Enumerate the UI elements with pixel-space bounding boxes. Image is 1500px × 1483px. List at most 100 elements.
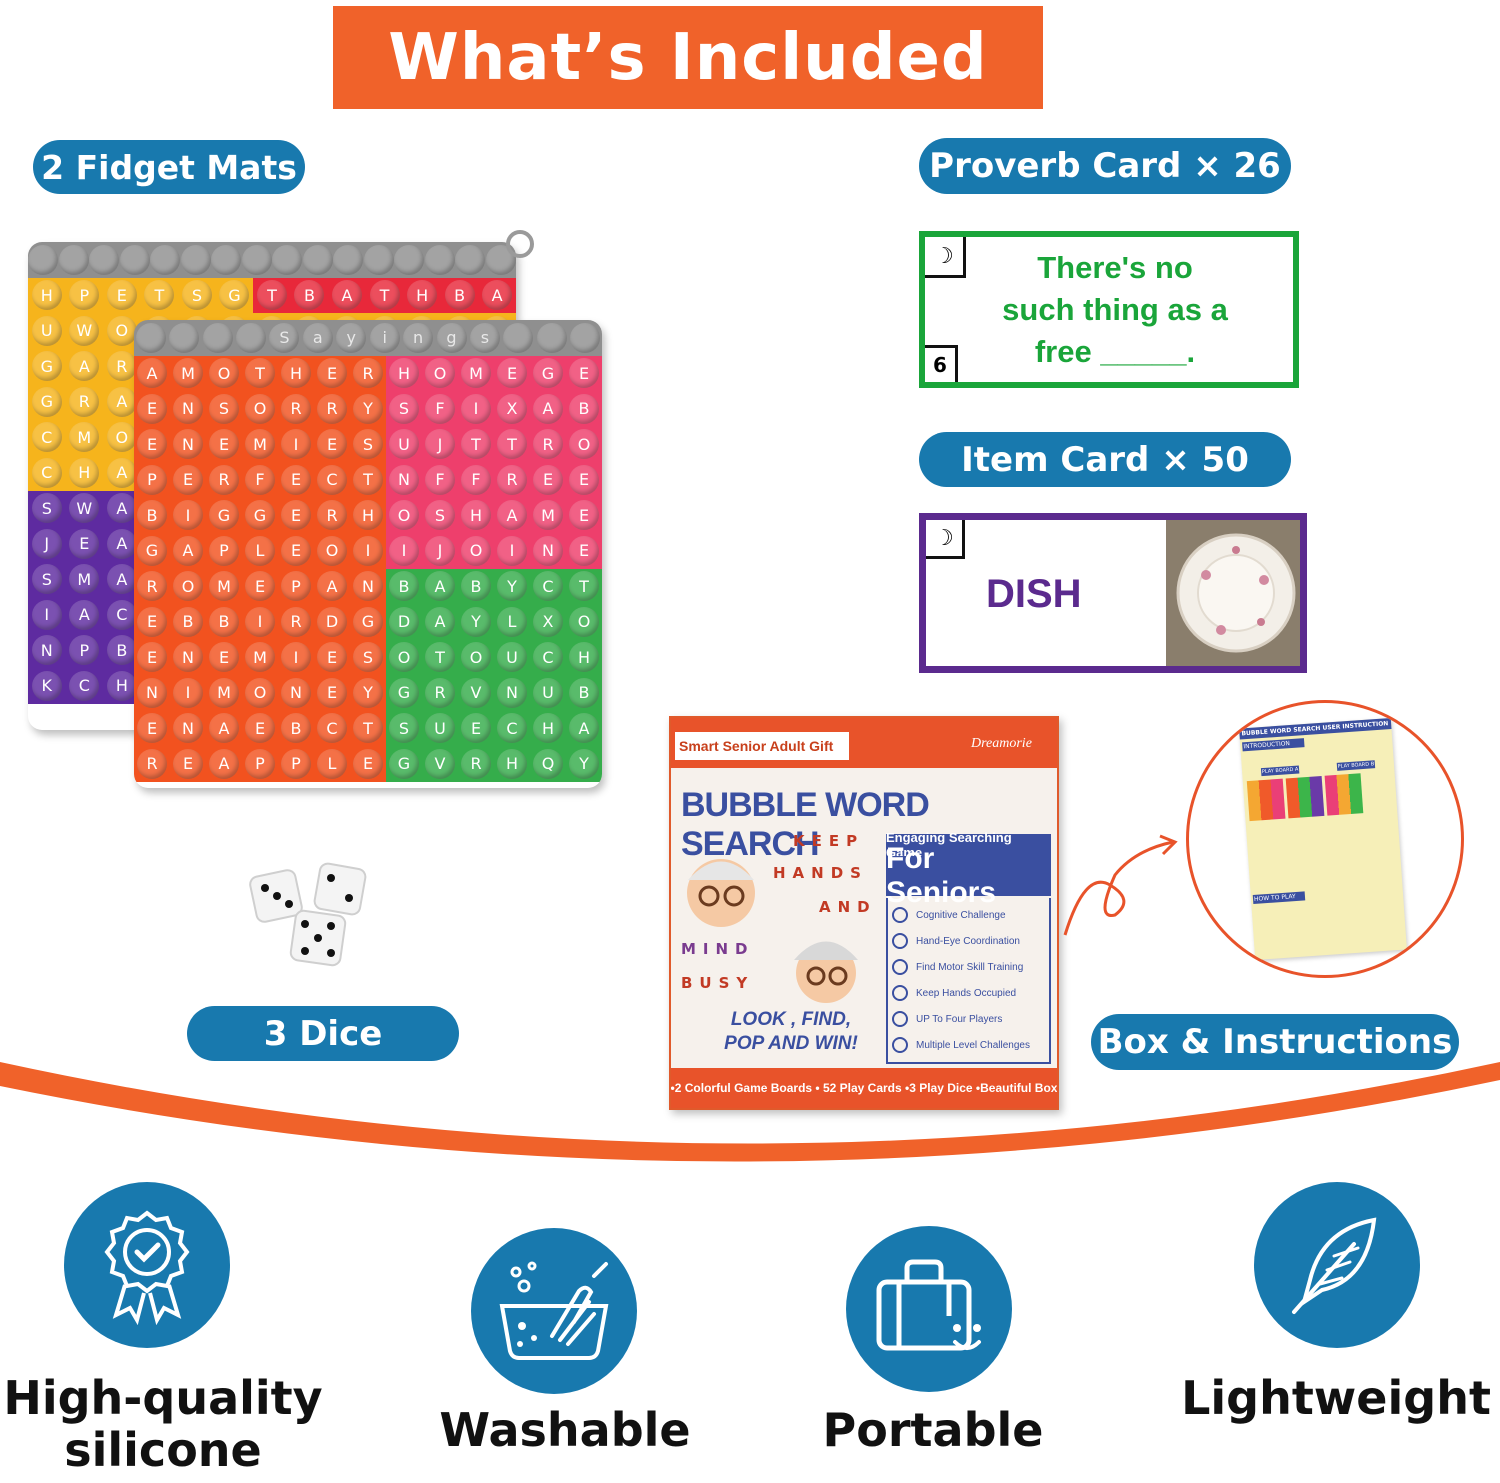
- bubble[interactable]: U: [28, 313, 66, 349]
- bubble[interactable]: g: [435, 320, 468, 356]
- bubble[interactable]: H: [28, 277, 66, 313]
- bubble[interactable]: J: [422, 426, 458, 462]
- bubble[interactable]: B: [290, 277, 329, 313]
- bubble[interactable]: N: [530, 533, 566, 569]
- bubble[interactable]: Y: [350, 391, 386, 427]
- bubble[interactable]: F: [422, 391, 458, 427]
- bubble[interactable]: O: [242, 391, 278, 427]
- bubble[interactable]: E: [494, 355, 530, 391]
- bubble[interactable]: E: [134, 639, 170, 675]
- bubble[interactable]: E: [314, 639, 350, 675]
- bubble[interactable]: I: [170, 675, 206, 711]
- bubble[interactable]: O: [566, 426, 602, 462]
- bubble[interactable]: Y: [350, 675, 386, 711]
- bubble[interactable]: E: [350, 746, 386, 782]
- bubble[interactable]: M: [206, 675, 242, 711]
- bubble[interactable]: C: [530, 568, 566, 604]
- bubble[interactable]: B: [170, 604, 206, 640]
- bubble[interactable]: A: [422, 604, 458, 640]
- bubble[interactable]: C: [28, 455, 66, 491]
- bubble[interactable]: E: [65, 526, 104, 562]
- bubble[interactable]: O: [566, 604, 602, 640]
- bubble[interactable]: [28, 242, 59, 278]
- bubble[interactable]: P: [65, 632, 104, 668]
- bubble[interactable]: X: [530, 604, 566, 640]
- bubble[interactable]: H: [350, 497, 386, 533]
- bubble[interactable]: R: [134, 746, 170, 782]
- bubble[interactable]: T: [566, 568, 602, 604]
- bubble[interactable]: S: [350, 426, 386, 462]
- bubble[interactable]: Q: [530, 746, 566, 782]
- bubble[interactable]: Y: [458, 604, 494, 640]
- bubble[interactable]: T: [350, 710, 386, 746]
- bubble[interactable]: [89, 242, 120, 278]
- bubble[interactable]: P: [206, 533, 242, 569]
- bubble[interactable]: H: [494, 746, 530, 782]
- bubble[interactable]: A: [566, 710, 602, 746]
- bubble[interactable]: R: [530, 426, 566, 462]
- bubble[interactable]: E: [314, 355, 350, 391]
- bubble[interactable]: Y: [566, 746, 602, 782]
- bubble[interactable]: O: [314, 533, 350, 569]
- bubble[interactable]: O: [206, 355, 242, 391]
- bubble[interactable]: G: [242, 497, 278, 533]
- bubble[interactable]: E: [566, 355, 602, 391]
- bubble[interactable]: S: [28, 561, 66, 597]
- bubble[interactable]: S: [268, 320, 301, 356]
- bubble[interactable]: R: [422, 675, 458, 711]
- bubble[interactable]: H: [566, 639, 602, 675]
- bubble[interactable]: M: [65, 419, 104, 455]
- bubble[interactable]: S: [206, 391, 242, 427]
- bubble[interactable]: R: [65, 384, 104, 420]
- bubble[interactable]: [333, 242, 364, 278]
- bubble[interactable]: G: [530, 355, 566, 391]
- bubble[interactable]: P: [134, 462, 170, 498]
- bubble[interactable]: T: [458, 426, 494, 462]
- bubble[interactable]: H: [458, 497, 494, 533]
- bubble[interactable]: s: [468, 320, 501, 356]
- bubble[interactable]: B: [386, 568, 422, 604]
- bubble[interactable]: [167, 320, 200, 356]
- bubble[interactable]: [568, 320, 601, 356]
- bubble[interactable]: G: [386, 746, 422, 782]
- bubble[interactable]: P: [242, 746, 278, 782]
- bubble[interactable]: T: [365, 277, 404, 313]
- bubble[interactable]: N: [28, 632, 66, 668]
- bubble[interactable]: O: [386, 639, 422, 675]
- bubble[interactable]: O: [458, 639, 494, 675]
- bubble[interactable]: E: [103, 277, 141, 313]
- bubble[interactable]: E: [314, 675, 350, 711]
- bubble[interactable]: R: [350, 355, 386, 391]
- bubble[interactable]: T: [422, 639, 458, 675]
- bubble[interactable]: E: [566, 497, 602, 533]
- bubble[interactable]: R: [314, 391, 350, 427]
- bubble[interactable]: S: [178, 277, 216, 313]
- bubble[interactable]: E: [530, 462, 566, 498]
- bubble[interactable]: S: [422, 497, 458, 533]
- bubble[interactable]: V: [422, 746, 458, 782]
- bubble[interactable]: R: [278, 604, 314, 640]
- bubble[interactable]: N: [170, 426, 206, 462]
- bubble[interactable]: H: [386, 355, 422, 391]
- bubble[interactable]: E: [134, 426, 170, 462]
- bubble[interactable]: A: [478, 277, 516, 313]
- bubble[interactable]: G: [386, 675, 422, 711]
- bubble[interactable]: P: [65, 277, 104, 313]
- bubble[interactable]: D: [386, 604, 422, 640]
- bubble[interactable]: M: [206, 568, 242, 604]
- bubble[interactable]: R: [206, 462, 242, 498]
- bubble[interactable]: U: [386, 426, 422, 462]
- bubble[interactable]: H: [65, 455, 104, 491]
- bubble[interactable]: S: [386, 391, 422, 427]
- bubble[interactable]: N: [170, 391, 206, 427]
- bubble[interactable]: F: [242, 462, 278, 498]
- bubble[interactable]: B: [278, 710, 314, 746]
- bubble[interactable]: S: [350, 639, 386, 675]
- bubble[interactable]: M: [458, 355, 494, 391]
- bubble[interactable]: E: [314, 426, 350, 462]
- bubble[interactable]: N: [350, 568, 386, 604]
- bubble[interactable]: E: [278, 497, 314, 533]
- bubble[interactable]: I: [242, 604, 278, 640]
- bubble[interactable]: R: [314, 497, 350, 533]
- bubble[interactable]: E: [170, 746, 206, 782]
